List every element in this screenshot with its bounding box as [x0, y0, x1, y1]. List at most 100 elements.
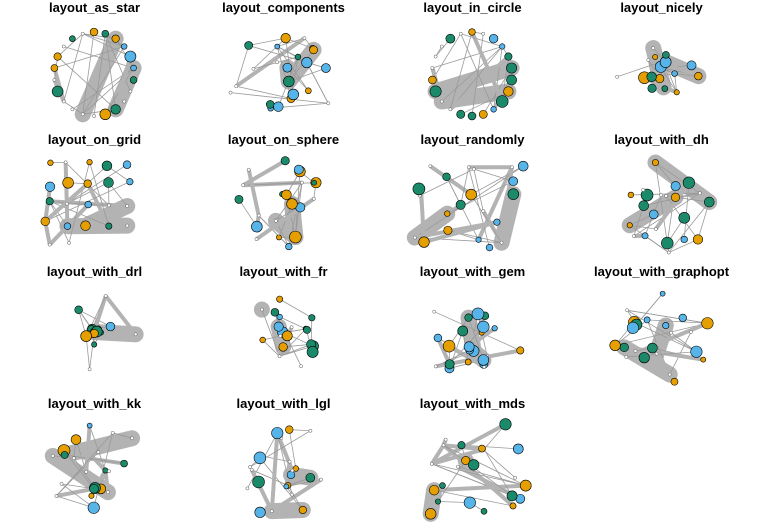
small-node	[632, 234, 636, 238]
node	[678, 212, 691, 224]
node	[455, 199, 466, 210]
node	[442, 339, 456, 353]
node-group	[50, 27, 138, 121]
small-node	[300, 180, 304, 185]
edge	[56, 495, 94, 509]
node	[457, 441, 466, 450]
edge	[259, 457, 304, 511]
panel-title: layout_nicely	[620, 0, 703, 15]
node	[281, 189, 292, 200]
panel-title: layout_with_dh	[614, 132, 709, 147]
network-graph	[245, 425, 323, 520]
edge	[443, 444, 513, 497]
small-node	[624, 355, 629, 359]
node-group	[40, 159, 134, 247]
node	[464, 358, 472, 366]
group-hull	[263, 501, 311, 520]
edge	[431, 463, 526, 486]
edge	[63, 162, 70, 227]
node	[475, 236, 482, 243]
small-node	[654, 351, 659, 356]
small-node	[52, 78, 57, 82]
node	[694, 72, 703, 81]
edge	[73, 457, 96, 489]
node	[442, 172, 451, 181]
node	[105, 222, 113, 230]
small-node	[659, 193, 663, 198]
node	[50, 64, 59, 72]
node	[283, 483, 290, 490]
small-node	[499, 240, 504, 245]
node	[280, 156, 290, 166]
edge	[614, 343, 704, 362]
node	[285, 242, 293, 251]
node	[63, 222, 72, 230]
small-node	[456, 464, 460, 469]
small-node	[646, 58, 651, 62]
node	[311, 179, 317, 186]
edge-group	[52, 425, 133, 509]
small-node	[510, 165, 514, 170]
small-node	[666, 250, 671, 255]
node	[301, 57, 313, 69]
node	[308, 314, 316, 322]
edge	[82, 108, 116, 115]
panel-layout-with-dh: layout_with_dh	[567, 132, 756, 264]
node	[652, 54, 659, 60]
panel-layout-with-lgl: layout_with_lgl	[189, 396, 378, 528]
node	[287, 88, 299, 101]
edge	[655, 162, 701, 194]
node	[84, 200, 92, 209]
edge	[414, 165, 524, 238]
node	[429, 85, 442, 98]
node	[130, 64, 137, 72]
small-node	[63, 160, 68, 165]
node	[504, 52, 513, 61]
edge	[460, 33, 503, 47]
node	[45, 197, 54, 206]
edge	[286, 479, 322, 487]
node	[640, 188, 654, 202]
small-node	[256, 213, 261, 218]
edge	[82, 33, 125, 47]
node-group	[245, 425, 323, 518]
node	[101, 160, 113, 172]
node-group	[432, 307, 525, 374]
small-node	[106, 490, 110, 495]
node	[273, 321, 284, 332]
node	[496, 95, 509, 108]
edge	[249, 468, 274, 512]
node	[468, 459, 480, 471]
edge	[279, 343, 312, 357]
small-node	[443, 437, 448, 442]
small-node	[61, 99, 66, 104]
node	[519, 479, 532, 492]
node	[506, 74, 517, 86]
group-hull	[77, 198, 136, 234]
node	[468, 28, 476, 36]
edge	[441, 46, 503, 102]
small-node	[439, 99, 444, 104]
node	[651, 159, 659, 167]
edge	[287, 485, 304, 511]
edge	[251, 469, 289, 486]
edge	[434, 483, 526, 493]
small-node	[251, 66, 256, 71]
edge	[614, 322, 708, 346]
small-node	[107, 203, 111, 208]
node	[276, 313, 283, 321]
node	[662, 51, 670, 59]
edge	[431, 463, 513, 497]
node	[444, 359, 455, 370]
node	[506, 490, 518, 502]
small-node	[326, 101, 331, 106]
edge	[449, 55, 510, 111]
network-graph	[609, 290, 714, 386]
panel-layout-with-mds: layout_with_mds	[378, 396, 567, 528]
node	[648, 209, 659, 220]
node	[493, 218, 501, 226]
node	[110, 104, 121, 115]
hull-group	[59, 198, 136, 235]
small-node	[246, 167, 251, 172]
